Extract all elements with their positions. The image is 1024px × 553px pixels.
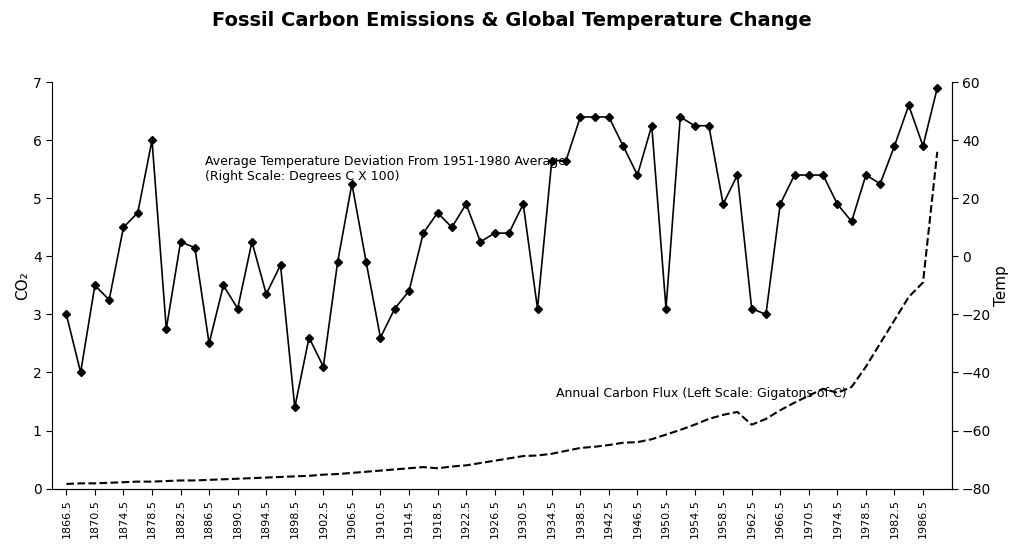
Text: Annual Carbon Flux (Left Scale: Gigatons of C): Annual Carbon Flux (Left Scale: Gigatons… <box>556 387 847 400</box>
Y-axis label: CO₂: CO₂ <box>15 271 30 300</box>
Y-axis label: Temp: Temp <box>994 265 1009 306</box>
Text: Fossil Carbon Emissions & Global Temperature Change: Fossil Carbon Emissions & Global Tempera… <box>212 11 812 30</box>
Text: Average Temperature Deviation From 1951-1980 Average
(Right Scale: Degrees C X 1: Average Temperature Deviation From 1951-… <box>205 155 566 183</box>
